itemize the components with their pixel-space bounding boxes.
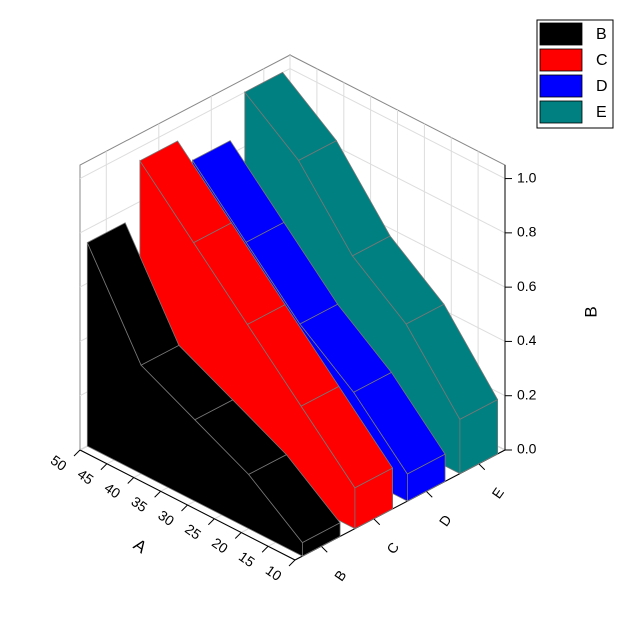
y-axis-title: B — [581, 306, 600, 317]
ribbon-top — [244, 71, 338, 161]
x-tick-label: 45 — [75, 466, 97, 488]
z-tick-label: B — [331, 567, 349, 584]
z-tick-label: C — [383, 539, 402, 556]
legend-label: C — [596, 52, 608, 69]
x-tick-label: 50 — [48, 452, 70, 474]
x-tick — [154, 490, 161, 498]
legend-label: E — [596, 104, 607, 121]
z-tick — [478, 463, 486, 471]
legend-swatch — [539, 74, 583, 98]
ribbon-end — [406, 453, 446, 502]
y-tick-label: 0.8 — [517, 224, 537, 240]
legend-label: B — [596, 26, 607, 43]
z-tick — [425, 490, 433, 498]
ribbon-top — [191, 140, 285, 243]
legend-label: D — [596, 78, 608, 95]
x-tick — [73, 449, 81, 457]
legend-swatch — [539, 100, 583, 124]
ribbon-end — [459, 398, 499, 475]
legend-swatch — [539, 48, 583, 72]
x-tick-label: 40 — [102, 479, 124, 501]
x-tick-label: 10 — [263, 562, 285, 584]
ribbon-end — [301, 522, 341, 557]
ribbon-top — [139, 140, 232, 244]
y-tick-label: 0.6 — [517, 278, 537, 294]
x-tick-label: 35 — [128, 493, 150, 515]
z-tick-label: E — [488, 485, 506, 502]
z-tick — [320, 545, 328, 553]
x-tick — [288, 559, 296, 567]
ribbon-top — [86, 222, 180, 366]
x-tick-label: 30 — [155, 507, 177, 529]
x-tick — [261, 545, 269, 553]
y-tick-label: 0.0 — [517, 441, 537, 457]
x-tick-label: 15 — [236, 548, 258, 570]
ribbon-end — [354, 467, 394, 530]
x-tick — [127, 477, 135, 484]
x-tick — [181, 504, 188, 512]
x-tick — [100, 463, 108, 471]
x-tick — [234, 532, 242, 539]
x-axis-title: A — [130, 535, 151, 557]
legend-swatch — [539, 22, 583, 46]
ribbon — [86, 222, 341, 557]
x-tick-label: 25 — [182, 521, 204, 543]
x-tick-label: 20 — [209, 534, 231, 556]
x-tick — [208, 518, 215, 526]
y-tick-label: 0.4 — [517, 332, 537, 348]
y-tick-label: 0.2 — [517, 386, 537, 402]
y-tick-label: 1.0 — [517, 169, 537, 185]
z-tick-label: D — [436, 512, 455, 529]
z-tick — [373, 518, 381, 526]
